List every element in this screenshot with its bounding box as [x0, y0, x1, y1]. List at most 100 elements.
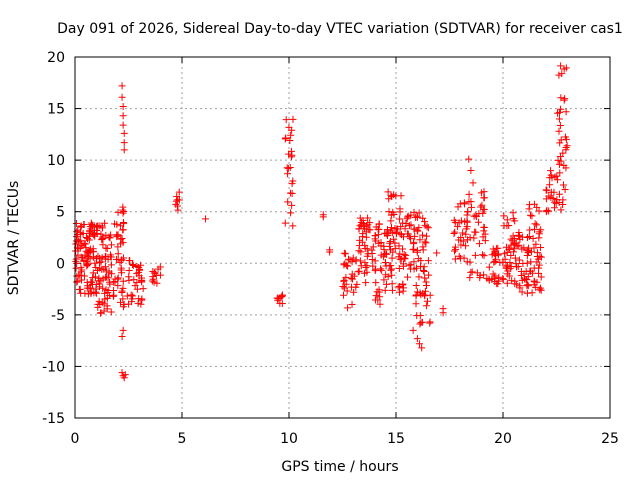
- data-point-marker: [107, 308, 115, 316]
- data-point-marker: [399, 280, 407, 288]
- data-point-marker: [368, 256, 376, 264]
- data-point-marker: [129, 292, 137, 300]
- data-point-marker: [362, 279, 370, 287]
- data-point-marker: [418, 318, 426, 326]
- data-point-marker: [473, 269, 481, 277]
- data-point-marker: [284, 170, 292, 178]
- data-point-marker: [515, 229, 523, 237]
- data-point-marker: [526, 226, 534, 234]
- data-point-marker: [288, 201, 296, 209]
- data-point-marker: [525, 232, 533, 240]
- data-point-marker: [90, 253, 98, 261]
- data-point-marker: [492, 256, 500, 264]
- data-point-marker: [119, 295, 127, 303]
- data-point-marker: [556, 122, 564, 130]
- data-point-marker: [368, 246, 376, 254]
- data-point-marker: [420, 291, 428, 299]
- data-point-marker: [94, 222, 102, 230]
- data-point-marker: [410, 258, 418, 266]
- data-point-marker: [326, 248, 334, 256]
- data-point-marker: [388, 286, 396, 294]
- data-point-marker: [413, 335, 421, 343]
- data-point-marker: [119, 226, 127, 234]
- data-point-marker: [530, 244, 538, 252]
- data-point-marker: [543, 206, 551, 214]
- data-point-marker: [396, 205, 404, 213]
- data-point-marker: [91, 259, 99, 267]
- data-point-marker: [524, 247, 532, 255]
- data-point-marker: [125, 276, 133, 284]
- data-point-marker: [491, 272, 499, 280]
- data-point-marker: [378, 266, 386, 274]
- x-tick-label: 25: [601, 431, 619, 447]
- data-point-marker: [524, 281, 532, 289]
- data-point-marker: [84, 260, 92, 268]
- data-point-marker: [72, 255, 80, 263]
- data-point-marker: [413, 213, 421, 221]
- data-point-marker: [156, 271, 164, 279]
- data-point-marker: [340, 291, 348, 299]
- data-point-marker: [472, 211, 480, 219]
- data-point-marker: [93, 230, 101, 237]
- data-point-marker: [360, 269, 368, 277]
- data-point-marker: [386, 242, 394, 250]
- data-point-marker: [485, 263, 493, 271]
- data-point-marker: [562, 144, 570, 152]
- data-point-marker: [138, 295, 146, 303]
- data-point-marker: [357, 262, 365, 270]
- data-point-marker: [528, 289, 536, 297]
- data-point-marker: [106, 234, 114, 242]
- data-point-marker: [362, 222, 370, 230]
- data-point-marker: [521, 275, 529, 283]
- data-point-marker: [348, 300, 356, 308]
- data-point-marker: [467, 203, 475, 211]
- data-point-marker: [344, 304, 352, 312]
- data-point-marker: [372, 292, 380, 300]
- data-point-marker: [523, 252, 531, 260]
- data-point-marker: [515, 256, 523, 264]
- data-point-marker: [82, 257, 90, 265]
- data-point-marker: [557, 157, 565, 165]
- data-point-marker: [361, 225, 369, 233]
- data-point-marker: [81, 240, 89, 248]
- data-point-marker: [78, 241, 86, 249]
- data-point-marker: [451, 218, 459, 226]
- data-point-marker: [341, 250, 349, 258]
- data-point-marker: [535, 264, 543, 272]
- data-point-marker: [520, 270, 528, 278]
- data-point-marker: [118, 82, 126, 90]
- data-point-marker: [101, 255, 109, 263]
- data-point-marker: [383, 226, 391, 234]
- data-point-marker: [339, 282, 347, 290]
- data-point-marker: [451, 228, 459, 236]
- data-point-marker: [537, 226, 545, 234]
- data-point-marker: [92, 255, 100, 263]
- data-point-marker: [499, 258, 507, 266]
- data-point-marker: [562, 164, 570, 172]
- data-point-marker: [99, 234, 107, 242]
- data-point-marker: [418, 231, 426, 239]
- data-point-marker: [470, 234, 478, 242]
- data-point-marker: [474, 218, 482, 226]
- data-point-marker: [424, 224, 432, 232]
- data-point-marker: [413, 226, 421, 234]
- data-point-marker: [555, 71, 563, 79]
- data-point-marker: [535, 261, 543, 269]
- data-point-marker: [554, 156, 562, 164]
- data-point-marker: [467, 268, 475, 276]
- data-point-marker: [101, 289, 109, 297]
- data-point-marker: [133, 285, 141, 293]
- data-point-marker: [92, 289, 100, 297]
- data-point-marker: [288, 151, 296, 159]
- data-point-marker: [125, 266, 133, 274]
- data-point-marker: [454, 203, 462, 211]
- data-point-marker: [422, 302, 430, 310]
- data-point-marker: [404, 213, 412, 221]
- data-point-marker: [511, 217, 519, 225]
- data-point-marker: [282, 116, 290, 124]
- data-point-marker: [562, 108, 570, 116]
- data-point-marker: [455, 252, 463, 260]
- data-point-marker: [340, 261, 348, 269]
- data-point-marker: [128, 298, 136, 306]
- data-point-marker: [114, 208, 122, 216]
